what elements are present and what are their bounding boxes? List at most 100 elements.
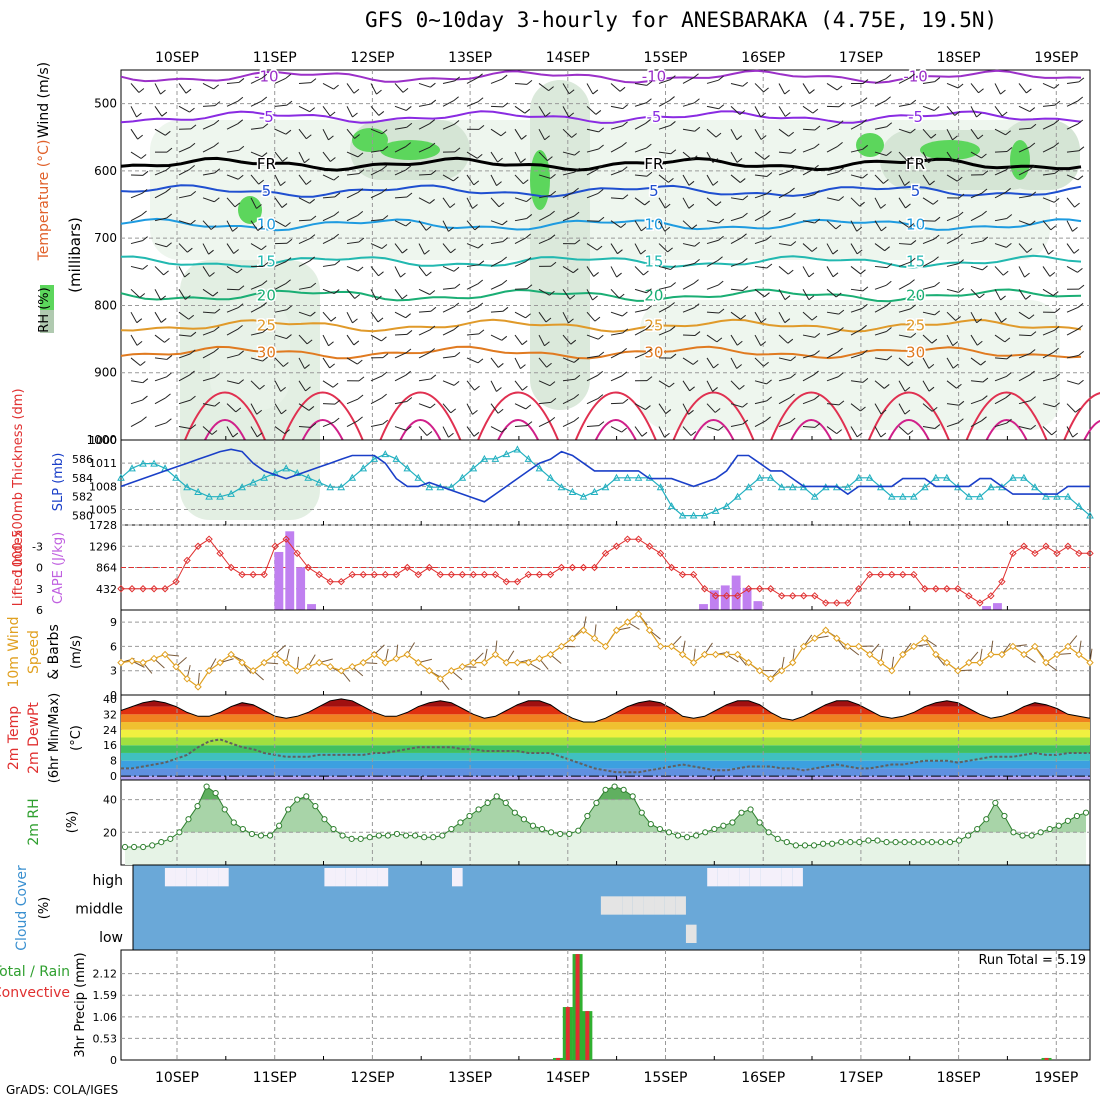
- wind-barb-flag: [160, 90, 165, 94]
- rh-point: [413, 833, 418, 838]
- wind-barb: [443, 356, 455, 358]
- wind-barb-flag: [764, 88, 769, 92]
- rh-axis-label: RH (%): [37, 287, 52, 332]
- temperature-contour-label: 10: [257, 216, 276, 234]
- rh-point: [476, 807, 481, 812]
- wind-barb: [947, 289, 959, 292]
- wind-barb-flag: [671, 283, 676, 287]
- wind-barb: [419, 104, 431, 106]
- wind-barb: [1043, 83, 1054, 88]
- slp-tick-label: 1011: [89, 457, 117, 470]
- rh-point: [277, 823, 282, 828]
- wind-barb: [611, 312, 622, 316]
- rh-point: [757, 820, 762, 825]
- wind-barb: [611, 427, 622, 433]
- rh-point: [666, 830, 671, 835]
- rh-point: [1047, 826, 1052, 831]
- wind-barb-flag: [451, 409, 456, 413]
- wind-barb: [683, 284, 694, 290]
- wind-speed-point: [305, 664, 311, 670]
- wind-barb-flag: [166, 394, 171, 398]
- wind-barb-flag: [694, 280, 699, 284]
- rh-point: [585, 813, 590, 818]
- wind-barb: [707, 80, 719, 83]
- rh-point: [222, 807, 227, 812]
- temperature-contour-label: 20: [257, 286, 276, 304]
- rh-point: [820, 841, 825, 846]
- wind-barb-flag: [857, 433, 862, 437]
- wind-barb-flag: [1078, 97, 1083, 101]
- precip-convective-bar: [556, 1058, 560, 1060]
- wind-barb: [947, 264, 959, 267]
- run-total-label: Run Total = 5.19: [978, 953, 1086, 968]
- precip-convective-bar: [566, 1007, 570, 1060]
- rh-point: [204, 784, 209, 789]
- wind10m-axis-label: Speed: [26, 630, 42, 674]
- wind-barb-flag: [239, 78, 244, 82]
- wind-barb-flag: [426, 272, 431, 276]
- wind-barb-flag: [813, 109, 818, 113]
- wind-barb-flag: [503, 307, 508, 311]
- cloud-cell-high: [335, 868, 346, 886]
- rh-point: [875, 838, 880, 843]
- wind-barb: [491, 79, 502, 83]
- cloud-cell-high: [739, 868, 750, 886]
- wind-barb: [371, 83, 376, 94]
- wind-barb: [491, 106, 503, 107]
- rh-point: [159, 840, 164, 845]
- wind-barb: [803, 83, 809, 93]
- cape-bar: [993, 603, 1002, 610]
- wind-barb-flag: [166, 419, 171, 423]
- temperature-contour-label: 15: [257, 253, 276, 271]
- wind-barb-flag: [381, 337, 386, 341]
- wind-barb: [155, 312, 161, 322]
- rh-point: [739, 810, 744, 815]
- wind-barb: [131, 129, 138, 139]
- wind-barb: [611, 403, 623, 404]
- rh-point: [521, 817, 526, 822]
- wind-barb-flag: [1003, 271, 1008, 275]
- wind-barb-flag: [1079, 351, 1084, 355]
- rh-point: [213, 790, 218, 795]
- rh-point: [467, 813, 472, 818]
- wind-barb: [419, 427, 427, 436]
- temp-tick-label: 40: [103, 693, 117, 706]
- wind-barb-flag: [142, 396, 147, 400]
- wind-barb: [491, 311, 503, 312]
- cloud-cell-high: [728, 868, 739, 886]
- temperature-band: [121, 776, 1090, 780]
- wind-barb-flag: [286, 74, 291, 78]
- temperature-contour-label: FR: [644, 155, 663, 173]
- rh-point: [657, 826, 662, 831]
- rh-point: [177, 830, 182, 835]
- wind-barb-flag: [475, 386, 480, 390]
- wind-barb-flag: [527, 80, 532, 84]
- wind-barb-flag: [378, 318, 383, 322]
- wind-barb: [467, 381, 475, 390]
- wind-barb: [515, 289, 527, 290]
- rh-point: [630, 794, 635, 799]
- wind-barb: [971, 83, 979, 92]
- rh-moist-core: [530, 150, 550, 210]
- cape-li-panel: [118, 525, 1100, 610]
- pressure-tick-label: 500: [94, 97, 117, 111]
- rh-point: [431, 835, 436, 840]
- cloud-cell-middle: [601, 896, 612, 914]
- rh-tick-label: 20: [103, 826, 117, 839]
- cloud-axis-label: (%): [37, 897, 52, 920]
- cloud-cell-middle: [654, 896, 665, 914]
- wind-barb: [323, 83, 334, 89]
- temperature-band: [121, 722, 1090, 730]
- rh-point: [766, 830, 771, 835]
- wind-barb-flag: [1079, 380, 1084, 384]
- wind-barb-flag: [379, 111, 384, 115]
- wind-barb: [347, 358, 357, 364]
- cape-tick-label: 1728: [89, 519, 117, 532]
- wind-barb: [347, 335, 354, 345]
- wind-barb-flag: [785, 90, 790, 94]
- wind-speed-point: [327, 664, 333, 670]
- wind-barb-flag: [1078, 176, 1083, 180]
- wind-barb-flag: [622, 312, 627, 316]
- wind-barb: [395, 427, 406, 431]
